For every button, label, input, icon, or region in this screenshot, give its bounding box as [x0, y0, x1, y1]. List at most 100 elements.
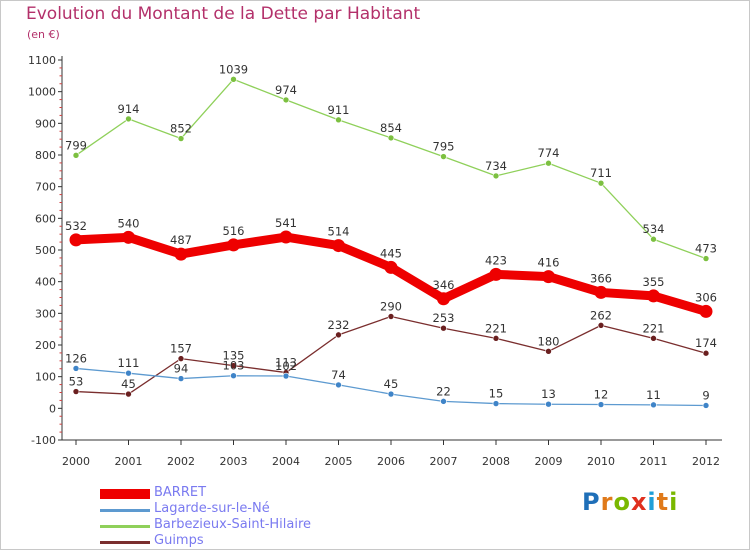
data-point-lagarde-sur-le-n- [387, 390, 395, 398]
data-point-guimps [387, 313, 395, 320]
chart-title: Evolution du Montant de la Dette par Hab… [26, 4, 421, 24]
data-point-barbezieux-saint-hilaire [72, 152, 80, 159]
x-tick-label: 2007 [430, 455, 458, 468]
y-tick-label: 300 [35, 307, 56, 320]
logo-letter: P [582, 488, 601, 516]
y-tick-label: 100 [35, 371, 56, 384]
data-point-guimps [545, 348, 552, 355]
data-point-barbezieux-saint-hilaire [230, 76, 237, 83]
legend-swatch-barbezieux [100, 525, 150, 528]
data-point-lagarde-sur-le-n- [650, 401, 657, 409]
data-point-barret [489, 267, 503, 281]
data-label-guimps: 53 [69, 375, 84, 389]
data-label-guimps: 157 [170, 342, 192, 356]
data-point-lagarde-sur-le-n- [545, 400, 552, 408]
data-point-barbezieux-saint-hilaire [650, 235, 657, 243]
data-point-lagarde-sur-le-n- [282, 372, 290, 380]
legend-label-lagarde: Lagarde-sur-le-Né [154, 501, 270, 516]
data-label-barbezieux-saint-hilaire: 852 [170, 122, 192, 136]
data-label-lagarde-sur-le-n-: 111 [118, 356, 140, 370]
x-tick-label: 2000 [62, 455, 90, 468]
data-label-guimps: 221 [485, 321, 507, 335]
y-tick-label: 1000 [28, 86, 56, 99]
data-label-barret: 416 [538, 256, 560, 270]
legend-item-barbezieux: Barbezieux-Saint-Hilaire [100, 517, 400, 534]
data-point-guimps [492, 335, 500, 342]
data-point-barret [174, 247, 188, 261]
y-tick-label: 400 [35, 276, 56, 289]
legend-item-lagarde: Lagarde-sur-le-Né [100, 501, 400, 518]
x-tick-label: 2002 [167, 455, 195, 468]
data-point-barret [437, 292, 450, 306]
legend-swatch-lagarde [100, 509, 150, 512]
x-tick-label: 2004 [272, 455, 300, 468]
y-tick-label: -100 [31, 434, 56, 447]
data-label-guimps: 135 [223, 349, 245, 363]
legend-item-guimps: Guimps [100, 533, 400, 550]
data-point-barret [594, 285, 608, 299]
data-label-barbezieux-saint-hilaire: 1039 [219, 62, 248, 76]
y-tick-label: 700 [35, 181, 56, 194]
data-label-guimps: 221 [643, 321, 665, 335]
y-tick-label: 200 [35, 339, 56, 352]
data-point-lagarde-sur-le-n- [335, 381, 342, 389]
data-label-lagarde-sur-le-n-: 13 [541, 387, 556, 401]
data-point-barbezieux-saint-hilaire [282, 96, 290, 104]
y-tick-label: 0 [49, 402, 56, 415]
data-label-barret: 423 [485, 253, 507, 267]
data-label-barbezieux-saint-hilaire: 914 [118, 102, 140, 116]
data-point-barbezieux-saint-hilaire [125, 115, 132, 123]
data-point-barbezieux-saint-hilaire [177, 135, 185, 142]
data-label-lagarde-sur-le-n-: 45 [384, 377, 399, 391]
data-point-lagarde-sur-le-n- [492, 400, 500, 407]
data-point-barbezieux-saint-hilaire [440, 153, 447, 160]
x-tick-label: 2005 [325, 455, 353, 468]
data-label-guimps: 290 [380, 300, 402, 314]
data-label-guimps: 262 [590, 308, 612, 322]
y-tick-label: 1100 [28, 54, 56, 67]
chart-subtitle: (en €) [27, 28, 60, 41]
y-tick-label: 800 [35, 149, 56, 162]
data-label-barbezieux-saint-hilaire: 734 [485, 159, 507, 173]
data-point-barret [69, 233, 83, 247]
data-label-barbezieux-saint-hilaire: 711 [590, 166, 612, 180]
x-tick-label: 2008 [482, 455, 510, 468]
data-point-barret [542, 270, 555, 284]
y-tick-label: 600 [35, 212, 56, 225]
data-point-guimps [72, 388, 80, 395]
data-point-barbezieux-saint-hilaire [545, 159, 552, 167]
data-label-lagarde-sur-le-n-: 22 [436, 384, 451, 398]
data-label-barret: 540 [118, 216, 140, 230]
data-point-guimps [702, 349, 710, 357]
logo-letter: x [630, 488, 648, 516]
data-label-barret: 516 [223, 224, 245, 238]
data-point-barret [279, 230, 293, 244]
data-point-barret [122, 230, 135, 244]
data-label-barret: 487 [170, 233, 192, 247]
data-point-barret [332, 239, 345, 253]
data-label-guimps: 174 [695, 336, 717, 350]
data-label-barbezieux-saint-hilaire: 854 [380, 121, 402, 135]
data-point-barbezieux-saint-hilaire [335, 116, 342, 124]
legend-item-barret: BARRET [100, 485, 400, 502]
data-label-barret: 306 [695, 290, 717, 304]
data-point-lagarde-sur-le-n- [702, 402, 710, 409]
data-point-barret [227, 238, 240, 252]
data-point-barret [647, 289, 660, 303]
logo-letter: r [600, 488, 614, 516]
legend-label-barret: BARRET [154, 485, 207, 500]
data-label-barret: 366 [590, 271, 612, 285]
data-label-lagarde-sur-le-n-: 12 [594, 388, 609, 402]
data-label-lagarde-sur-le-n-: 11 [646, 388, 661, 402]
data-point-guimps [597, 322, 605, 329]
y-tick-label: 500 [35, 244, 56, 257]
data-label-guimps: 180 [538, 334, 560, 348]
x-tick-label: 2001 [115, 455, 143, 468]
data-point-guimps [335, 331, 342, 339]
logo-letter: o [613, 488, 631, 516]
data-label-guimps: 45 [121, 377, 136, 391]
proxiti-logo: Proxiti [582, 488, 678, 516]
x-tick-label: 2003 [220, 455, 248, 468]
